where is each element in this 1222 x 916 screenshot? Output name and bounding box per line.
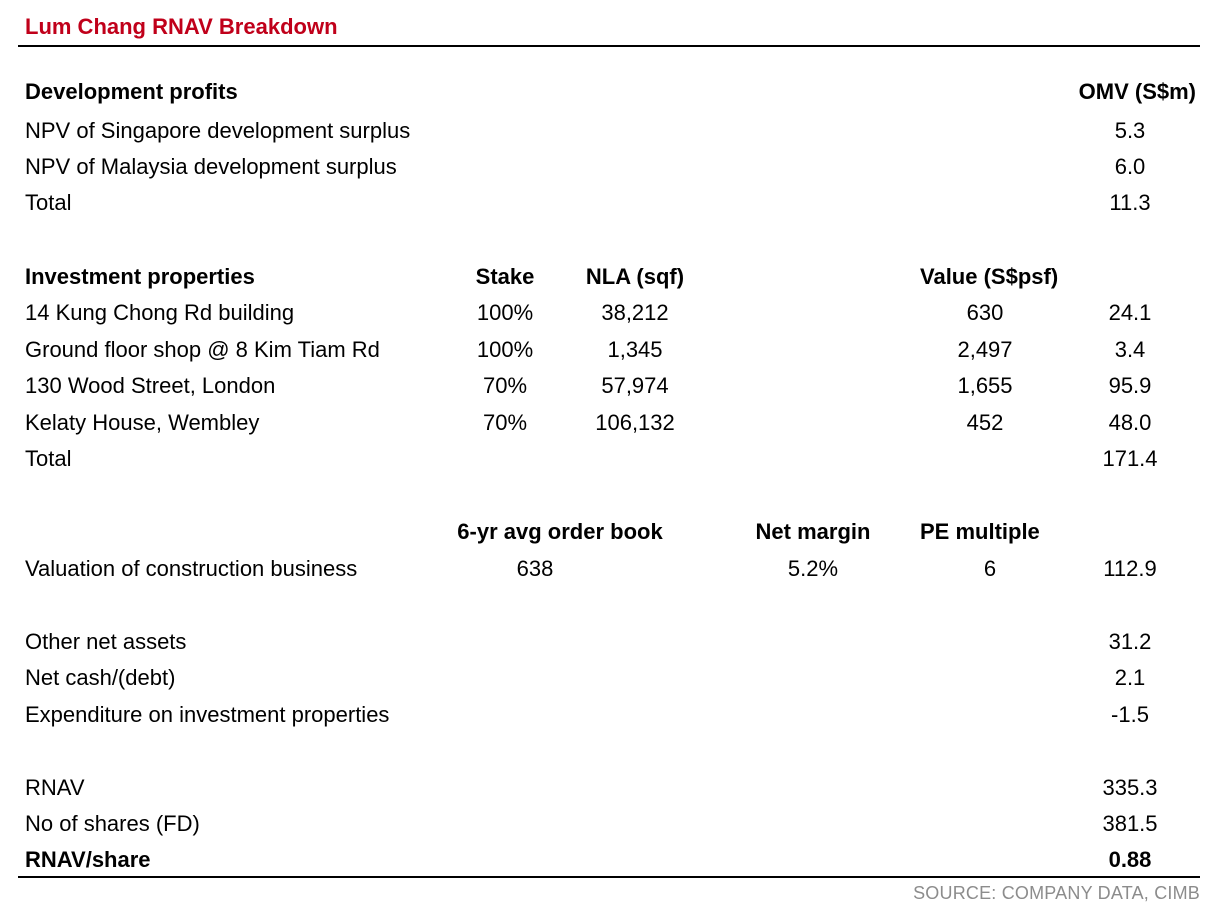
row-omv: 2.1 xyxy=(1114,665,1146,690)
row-value: 630 xyxy=(966,300,1004,325)
row-label: Other net assets xyxy=(25,629,187,654)
row-value: 1,655 xyxy=(957,373,1013,398)
row-label: 130 Wood Street, London xyxy=(25,373,276,398)
table-row: NPV of Malaysia development surplus 6.0 xyxy=(0,152,1222,182)
investment-header-row: Investment properties Stake NLA (sqf) Va… xyxy=(0,262,1222,292)
row-omv: 171.4 xyxy=(1102,446,1158,471)
row-label: NPV of Singapore development surplus xyxy=(25,118,411,143)
rnav-per-share-row: RNAV/share 0.88 xyxy=(0,845,1222,875)
table-row: Expenditure on investment properties -1.… xyxy=(0,700,1222,730)
omv-header: OMV (S$m) xyxy=(1078,79,1196,104)
row-label: No of shares (FD) xyxy=(25,811,200,836)
row-omv: 3.4 xyxy=(1114,337,1146,362)
row-omv: 335.3 xyxy=(1102,775,1158,800)
net-margin-header: Net margin xyxy=(755,519,871,544)
table-row: Kelaty House, Wembley 70% 106,132 452 48… xyxy=(0,408,1222,438)
table-row: Net cash/(debt) 2.1 xyxy=(0,663,1222,693)
rnav-row: RNAV 335.3 xyxy=(0,773,1222,803)
investment-header: Investment properties xyxy=(25,264,255,289)
bottom-rule xyxy=(18,876,1200,878)
stake-header: Stake xyxy=(475,264,535,289)
table-row: 14 Kung Chong Rd building 100% 38,212 63… xyxy=(0,298,1222,328)
row-value: 452 xyxy=(966,410,1004,435)
row-nla: 106,132 xyxy=(595,410,675,435)
row-omv: 6.0 xyxy=(1114,154,1146,179)
row-omv: 48.0 xyxy=(1108,410,1152,435)
row-label: RNAV/share xyxy=(25,847,151,872)
row-stake: 70% xyxy=(482,410,528,435)
development-header-row: Development profits OMV (S$m) xyxy=(0,77,1222,107)
row-omv: 5.3 xyxy=(1114,118,1146,143)
table-row: Other net assets 31.2 xyxy=(0,627,1222,657)
row-net-margin: 5.2% xyxy=(787,556,839,581)
row-label: Valuation of construction business xyxy=(25,556,358,581)
row-label: Ground floor shop @ 8 Kim Tiam Rd xyxy=(25,337,380,362)
row-nla: 57,974 xyxy=(601,373,669,398)
row-value: 2,497 xyxy=(957,337,1013,362)
value-header: Value (S$psf) xyxy=(920,264,1059,289)
pe-multiple-header: PE multiple xyxy=(920,519,1040,544)
row-label: Expenditure on investment properties xyxy=(25,702,390,727)
row-omv: 11.3 xyxy=(1109,190,1151,215)
row-label: 14 Kung Chong Rd building xyxy=(25,300,295,325)
row-stake: 70% xyxy=(482,373,528,398)
row-label: Kelaty House, Wembley xyxy=(25,410,260,435)
row-label: Total xyxy=(25,446,72,471)
row-pe-multiple: 6 xyxy=(983,556,997,581)
nla-header: NLA (sqf) xyxy=(585,264,685,289)
top-rule xyxy=(18,45,1200,47)
order-book-header: 6-yr avg order book xyxy=(457,519,663,544)
row-stake: 100% xyxy=(476,337,534,362)
row-nla: 38,212 xyxy=(601,300,669,325)
row-label: NPV of Malaysia development surplus xyxy=(25,154,397,179)
table-title: Lum Chang RNAV Breakdown xyxy=(25,14,338,39)
row-omv: 95.9 xyxy=(1108,373,1152,398)
investment-total-row: Total 171.4 xyxy=(0,444,1222,474)
row-stake: 100% xyxy=(476,300,534,325)
row-label: Total xyxy=(25,190,72,215)
row-label: Net cash/(debt) xyxy=(25,665,176,690)
shares-row: No of shares (FD) 381.5 xyxy=(0,809,1222,839)
development-header: Development profits xyxy=(25,79,238,104)
table-row: 130 Wood Street, London 70% 57,974 1,655… xyxy=(0,371,1222,401)
row-omv: 0.88 xyxy=(1108,847,1152,872)
table-row: Ground floor shop @ 8 Kim Tiam Rd 100% 1… xyxy=(0,335,1222,365)
construction-row: Valuation of construction business 638 5… xyxy=(0,554,1222,584)
row-order-book: 638 xyxy=(516,556,554,581)
row-omv: -1.5 xyxy=(1111,702,1149,727)
row-nla: 1,345 xyxy=(607,337,663,362)
row-label: RNAV xyxy=(25,775,85,800)
construction-header-row: 6-yr avg order book Net margin PE multip… xyxy=(0,517,1222,547)
row-omv: 381.5 xyxy=(1102,811,1158,836)
source-note: SOURCE: COMPANY DATA, CIMB xyxy=(913,883,1200,903)
row-omv: 31.2 xyxy=(1108,629,1152,654)
development-total-row: Total 11.3 xyxy=(0,188,1222,218)
table-row: NPV of Singapore development surplus 5.3 xyxy=(0,116,1222,146)
row-omv: 24.1 xyxy=(1108,300,1152,325)
row-omv: 112.9 xyxy=(1103,556,1157,581)
